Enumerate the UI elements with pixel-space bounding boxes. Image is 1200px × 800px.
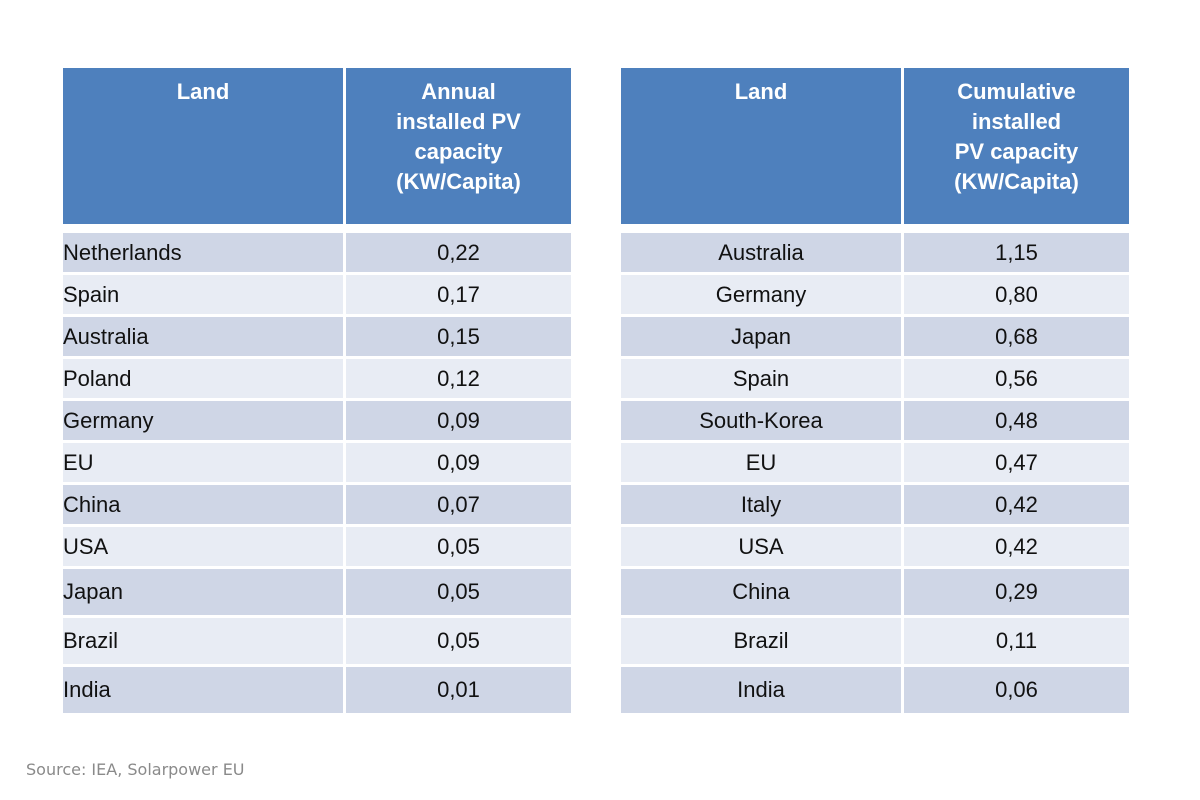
value-cell: 0,42 [904,527,1129,569]
table-row: Brazil 0,05 [63,618,571,667]
land-cell: South-Korea [621,401,904,443]
table-row: Australia 1,15 [621,233,1129,275]
value-cell: 0,05 [346,527,571,569]
table-row: Germany 0,09 [63,401,571,443]
value-cell: 0,47 [904,443,1129,485]
header-gap-cell [621,224,1129,233]
land-cell: Australia [621,233,904,275]
value-cell: 0,68 [904,317,1129,359]
land-cell: India [63,667,346,716]
land-cell: China [621,569,904,618]
table-row: China 0,29 [621,569,1129,618]
table-row: Italy 0,42 [621,485,1129,527]
land-cell: Germany [621,275,904,317]
table-row: Japan 0,05 [63,569,571,618]
table-row: Spain 0,56 [621,359,1129,401]
value-cell: 0,15 [346,317,571,359]
value-cell: 1,15 [904,233,1129,275]
table-row: Spain 0,17 [63,275,571,317]
land-cell: EU [621,443,904,485]
land-cell: Netherlands [63,233,346,275]
value-cell: 0,17 [346,275,571,317]
source-note: Source: IEA, Solarpower EU [26,760,245,779]
table-header-row: Land Annual installed PV capacity (KW/Ca… [63,68,571,224]
land-cell: Brazil [621,618,904,667]
table-row: Netherlands 0,22 [63,233,571,275]
annual-pv-table: Land Annual installed PV capacity (KW/Ca… [63,68,571,716]
value-cell: 0,48 [904,401,1129,443]
value-cell: 0,06 [904,667,1129,716]
land-cell: Poland [63,359,346,401]
value-cell: 0,05 [346,569,571,618]
table-row: Germany 0,80 [621,275,1129,317]
land-cell: Japan [63,569,346,618]
value-cell: 0,42 [904,485,1129,527]
land-cell: Spain [63,275,346,317]
value-cell: 0,09 [346,443,571,485]
cumulative-pv-table: Land Cumulative installed PV capacity (K… [621,68,1129,716]
value-cell: 0,07 [346,485,571,527]
column-header-annual-capacity: Annual installed PV capacity (KW/Capita) [346,68,571,224]
land-cell: USA [621,527,904,569]
value-cell: 0,80 [904,275,1129,317]
land-cell: Japan [621,317,904,359]
table-row: India 0,01 [63,667,571,716]
land-cell: Brazil [63,618,346,667]
table-row: USA 0,42 [621,527,1129,569]
table-row: EU 0,47 [621,443,1129,485]
land-cell: Spain [621,359,904,401]
land-cell: Australia [63,317,346,359]
value-cell: 0,22 [346,233,571,275]
table-row: Poland 0,12 [63,359,571,401]
table-row: India 0,06 [621,667,1129,716]
table-row: Australia 0,15 [63,317,571,359]
table-header-row: Land Cumulative installed PV capacity (K… [621,68,1129,224]
value-cell: 0,56 [904,359,1129,401]
land-cell: Italy [621,485,904,527]
table-row: China 0,07 [63,485,571,527]
table-row: EU 0,09 [63,443,571,485]
value-cell: 0,29 [904,569,1129,618]
value-cell: 0,11 [904,618,1129,667]
land-cell: Germany [63,401,346,443]
land-cell: USA [63,527,346,569]
value-cell: 0,01 [346,667,571,716]
table-row: USA 0,05 [63,527,571,569]
value-cell: 0,12 [346,359,571,401]
header-gap [63,224,571,233]
table-row: Japan 0,68 [621,317,1129,359]
column-header-land: Land [63,68,346,224]
land-cell: EU [63,443,346,485]
column-header-land: Land [621,68,904,224]
header-gap [621,224,1129,233]
land-cell: India [621,667,904,716]
land-cell: China [63,485,346,527]
header-gap-cell [63,224,571,233]
value-cell: 0,05 [346,618,571,667]
table-row: Brazil 0,11 [621,618,1129,667]
value-cell: 0,09 [346,401,571,443]
table-row: South-Korea 0,48 [621,401,1129,443]
column-header-cumulative-capacity: Cumulative installed PV capacity (KW/Cap… [904,68,1129,224]
